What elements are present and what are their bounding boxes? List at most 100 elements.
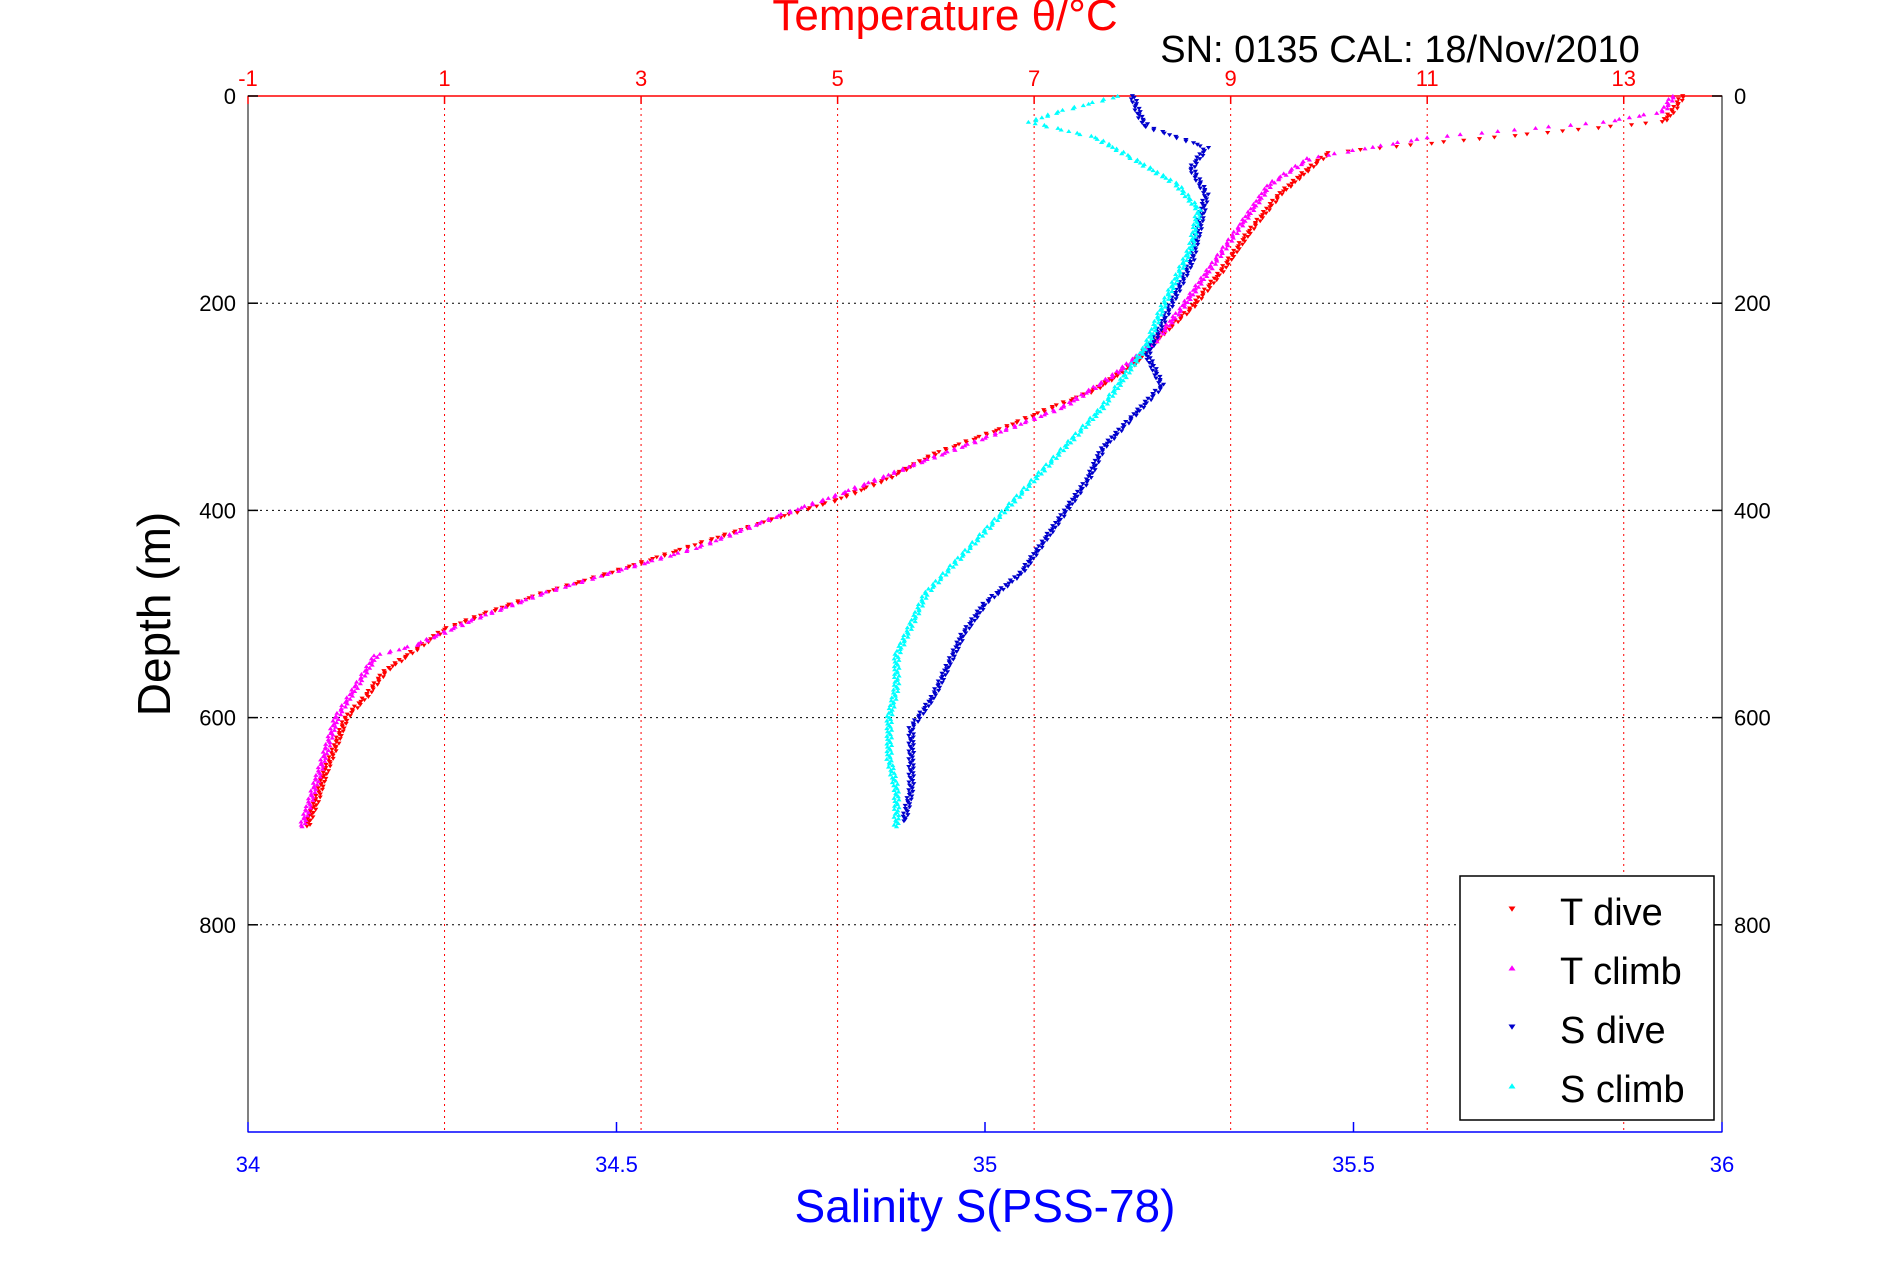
data-point	[756, 521, 762, 526]
data-point	[1236, 247, 1242, 252]
data-point	[697, 544, 703, 549]
data-point	[939, 671, 945, 676]
data-point	[1289, 181, 1295, 186]
data-point	[1152, 325, 1158, 330]
data-point	[1106, 398, 1112, 403]
data-point	[1091, 465, 1097, 469]
data-point	[962, 443, 968, 448]
data-point	[371, 658, 377, 662]
data-point	[1664, 115, 1670, 120]
data-point	[1155, 336, 1161, 340]
data-point	[1152, 373, 1158, 378]
data-point	[303, 818, 309, 822]
data-point	[344, 712, 350, 717]
data-point	[900, 467, 906, 472]
data-point	[1042, 468, 1048, 473]
data-point	[895, 821, 901, 826]
data-point	[1190, 287, 1196, 292]
data-point	[1094, 410, 1100, 415]
data-point	[1009, 580, 1015, 584]
data-point	[1162, 301, 1169, 306]
data-point	[359, 696, 365, 701]
data-point	[1204, 274, 1210, 278]
data-point	[322, 767, 328, 772]
data-point	[1069, 497, 1075, 502]
data-point	[943, 448, 949, 453]
data-point	[1220, 244, 1226, 249]
data-point	[958, 632, 964, 637]
salinity-tick-label: 34	[236, 1152, 260, 1177]
data-point	[1269, 178, 1275, 183]
data-point	[1033, 550, 1040, 555]
data-point	[1254, 217, 1260, 222]
data-point	[1112, 384, 1118, 389]
data-point	[1218, 247, 1225, 252]
data-point	[1036, 544, 1042, 549]
data-point	[1223, 246, 1230, 251]
data-point	[891, 783, 897, 788]
data-point	[338, 712, 344, 717]
data-point	[1511, 127, 1518, 132]
data-point	[1178, 317, 1184, 322]
data-point	[1186, 240, 1193, 245]
data-point	[891, 682, 897, 687]
data-point	[1200, 293, 1206, 298]
grid-lines	[248, 96, 1722, 1132]
data-point	[1248, 225, 1254, 230]
data-point	[1072, 499, 1078, 504]
data-point	[1061, 404, 1067, 409]
data-point	[832, 499, 838, 504]
data-point	[1197, 144, 1203, 149]
data-point	[1266, 208, 1273, 213]
data-point	[1061, 514, 1067, 519]
data-point	[1201, 272, 1207, 277]
depth-tick-label-right: 0	[1734, 84, 1746, 109]
data-point	[798, 505, 805, 510]
data-point	[889, 750, 895, 755]
data-point	[1131, 95, 1137, 100]
data-point	[1000, 587, 1006, 592]
data-point	[903, 468, 910, 473]
data-point	[902, 803, 908, 808]
data-point	[329, 747, 335, 752]
data-point	[910, 771, 916, 776]
data-point	[1017, 494, 1023, 499]
data-point	[1240, 223, 1246, 228]
data-point	[916, 611, 922, 616]
data-point	[1077, 428, 1084, 432]
data-point	[1177, 289, 1183, 294]
data-point	[1128, 418, 1134, 423]
data-point	[932, 578, 939, 583]
data-point	[380, 675, 386, 680]
data-point	[1149, 336, 1155, 341]
data-point	[1134, 353, 1140, 358]
data-point	[1003, 428, 1009, 432]
data-point	[658, 556, 664, 561]
data-point	[1064, 445, 1070, 450]
data-point	[1424, 135, 1430, 140]
data-point	[880, 475, 886, 480]
data-point	[889, 780, 895, 785]
data-point	[325, 769, 332, 774]
data-point	[959, 553, 966, 558]
data-point	[972, 614, 978, 619]
data-point	[1025, 119, 1032, 124]
data-point	[1074, 396, 1080, 401]
data-point	[1491, 135, 1497, 140]
data-point	[919, 594, 925, 599]
data-point	[1251, 227, 1257, 232]
data-point	[801, 503, 808, 508]
data-point	[1276, 177, 1282, 182]
data-point	[910, 743, 917, 748]
data-point	[333, 749, 339, 754]
data-point	[362, 673, 368, 678]
legend-label: S climb	[1560, 1069, 1685, 1111]
data-point	[320, 763, 326, 768]
data-point	[950, 657, 956, 662]
data-point	[374, 682, 381, 687]
data-point	[910, 766, 916, 771]
data-point	[721, 534, 727, 539]
data-point	[936, 688, 942, 693]
depth-tick-label-left: 400	[199, 498, 236, 523]
data-point	[908, 626, 915, 631]
